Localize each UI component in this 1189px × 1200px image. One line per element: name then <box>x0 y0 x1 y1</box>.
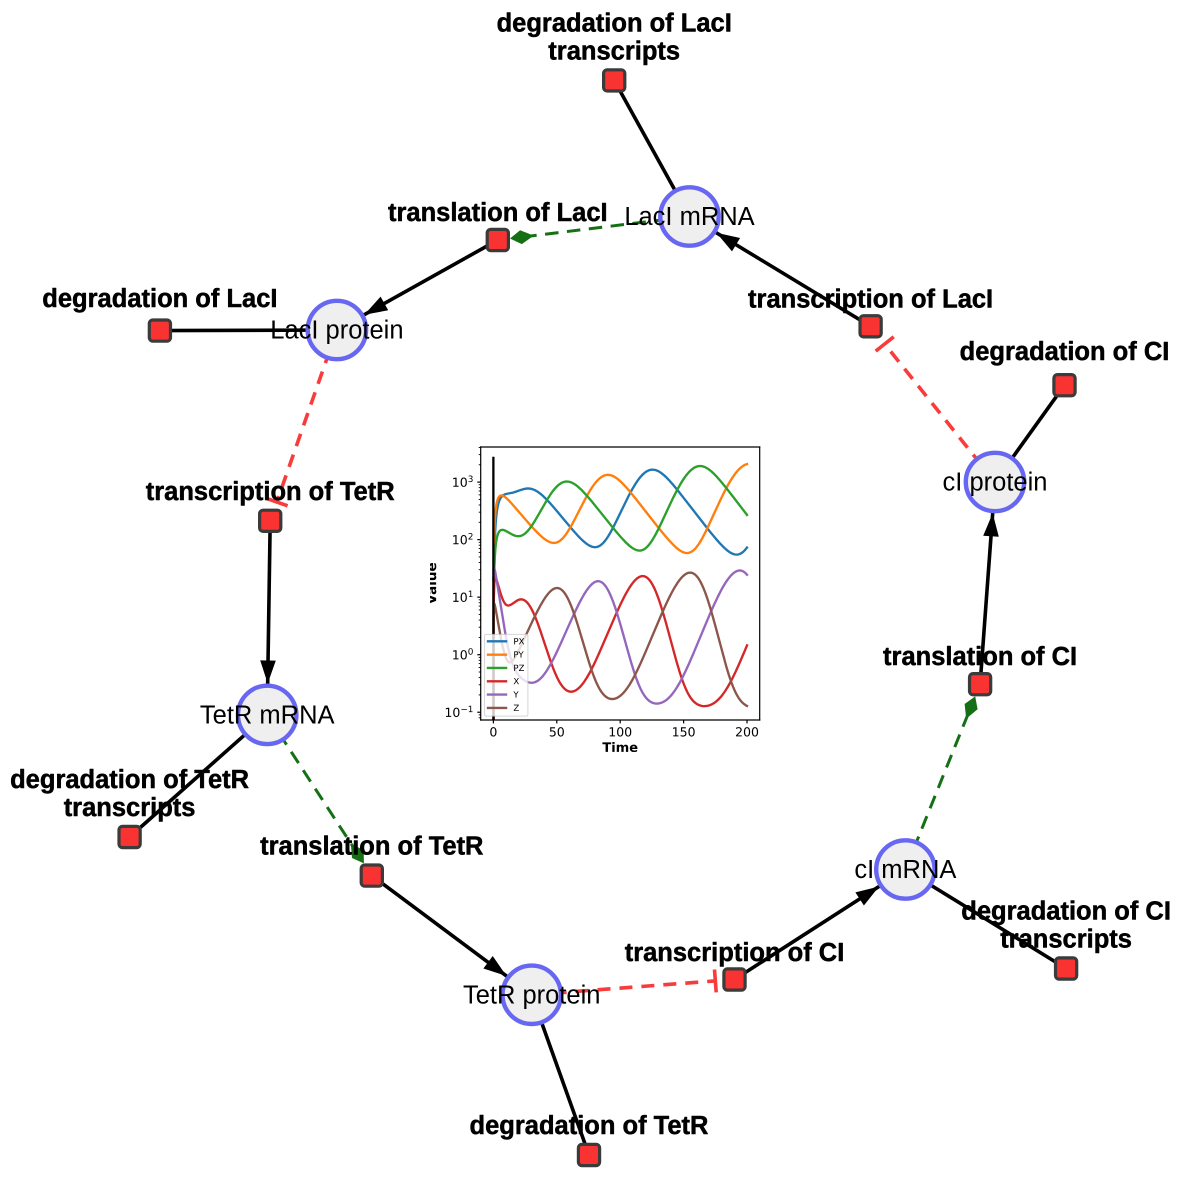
svg-text:degradation of TetR: degradation of TetR <box>470 1112 709 1140</box>
svg-text:TetR protein: TetR protein <box>463 981 601 1009</box>
svg-text:LacI mRNA: LacI mRNA <box>624 203 754 231</box>
svg-text:TetR mRNA: TetR mRNA <box>200 701 335 729</box>
svg-text:transcription of TetR: transcription of TetR <box>146 478 395 506</box>
svg-text:degradation of CI: degradation of CI <box>961 898 1171 926</box>
svg-text:transcripts: transcripts <box>64 794 196 822</box>
svg-text:cI mRNA: cI mRNA <box>854 856 956 884</box>
svg-text:transcription of LacI: transcription of LacI <box>748 285 993 313</box>
svg-text:transcripts: transcripts <box>1000 926 1132 954</box>
svg-text:translation of LacI: translation of LacI <box>388 199 608 227</box>
svg-text:degradation of CI: degradation of CI <box>960 338 1170 366</box>
svg-text:translation of TetR: translation of TetR <box>260 833 483 861</box>
svg-text:LacI protein: LacI protein <box>270 317 403 345</box>
svg-text:degradation of TetR: degradation of TetR <box>10 766 249 794</box>
svg-text:transcripts: transcripts <box>548 37 680 65</box>
svg-text:degradation of LacI: degradation of LacI <box>42 285 277 313</box>
svg-text:cI protein: cI protein <box>943 469 1048 497</box>
svg-text:translation of CI: translation of CI <box>883 643 1077 671</box>
svg-text:degradation of LacI: degradation of LacI <box>497 9 732 37</box>
svg-text:transcription of CI: transcription of CI <box>625 939 845 967</box>
